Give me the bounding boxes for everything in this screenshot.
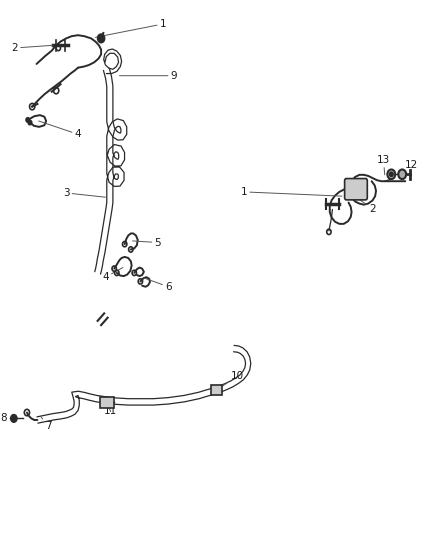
- Circle shape: [11, 415, 17, 422]
- FancyBboxPatch shape: [345, 179, 367, 200]
- Text: 8: 8: [0, 414, 13, 423]
- Text: 2: 2: [11, 43, 53, 53]
- Circle shape: [98, 34, 105, 43]
- Text: 4: 4: [102, 268, 123, 282]
- Text: 10: 10: [220, 371, 244, 388]
- Circle shape: [28, 120, 32, 125]
- Text: 2: 2: [349, 192, 376, 214]
- Text: 6: 6: [145, 278, 172, 292]
- Circle shape: [389, 172, 393, 176]
- Text: 5: 5: [133, 238, 161, 247]
- Text: 13: 13: [377, 155, 390, 175]
- FancyBboxPatch shape: [100, 397, 114, 408]
- Text: 12: 12: [401, 160, 418, 175]
- Text: 9: 9: [120, 71, 177, 80]
- Text: 11: 11: [104, 404, 117, 416]
- Text: 1: 1: [95, 19, 166, 37]
- Circle shape: [398, 169, 406, 179]
- Text: 7: 7: [41, 417, 52, 431]
- FancyBboxPatch shape: [211, 385, 222, 395]
- Text: 3: 3: [63, 188, 106, 198]
- Text: 1: 1: [240, 187, 342, 197]
- Circle shape: [26, 118, 29, 122]
- Circle shape: [387, 169, 395, 179]
- Text: 4: 4: [39, 121, 81, 139]
